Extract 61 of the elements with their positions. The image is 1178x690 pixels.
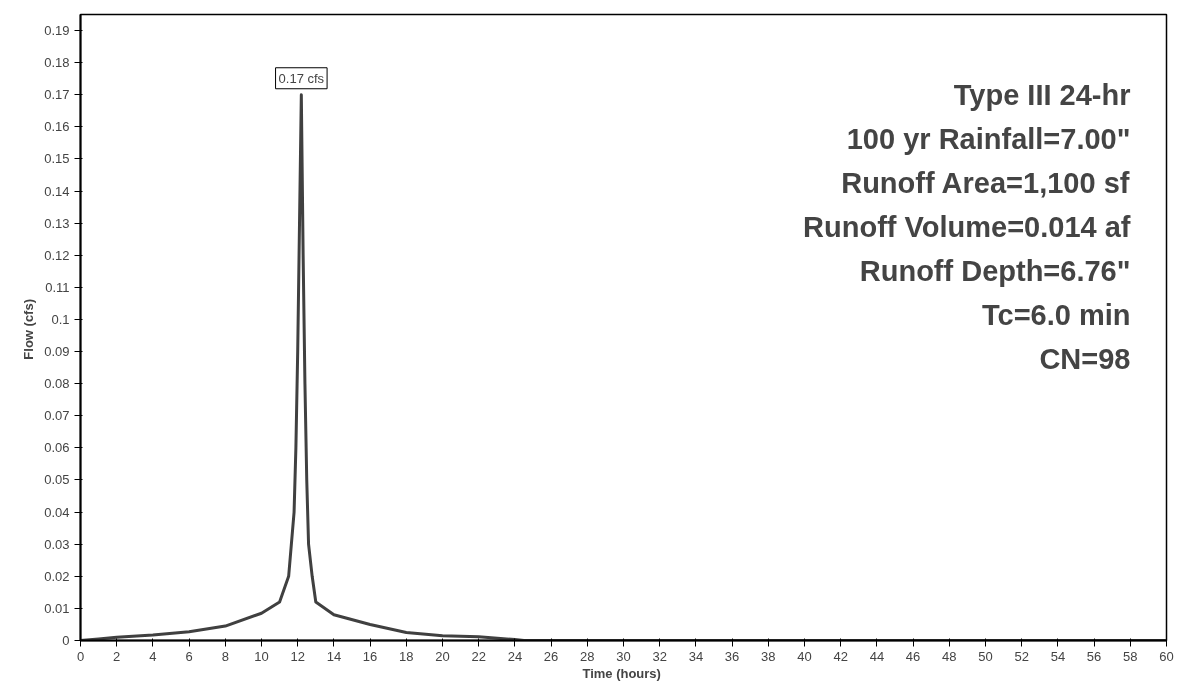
x-tick-label: 20 xyxy=(435,648,450,664)
x-tick-label: 34 xyxy=(688,648,704,664)
y-tick-label: 0.09 xyxy=(44,344,70,360)
y-tick-label: 0.12 xyxy=(44,247,70,263)
y-tick-label: 0.06 xyxy=(44,440,70,456)
x-tick-label: 28 xyxy=(580,648,595,664)
y-tick-label: 0.18 xyxy=(44,55,70,71)
x-tick-label: 12 xyxy=(290,648,305,664)
annotation: CN=98 xyxy=(1039,342,1131,375)
x-tick-label: 6 xyxy=(185,648,193,664)
x-tick-label: 36 xyxy=(724,648,740,664)
x-tick-label: 60 xyxy=(1159,648,1174,664)
y-tick-label: 0.13 xyxy=(44,215,70,231)
y-tick-label: 0.16 xyxy=(44,119,70,135)
y-tick-label: 0.14 xyxy=(44,183,70,199)
x-tick-label: 16 xyxy=(362,648,378,664)
x-tick-label: 8 xyxy=(221,648,229,664)
x-tick-label: 52 xyxy=(1014,648,1029,664)
x-tick-label: 26 xyxy=(543,648,559,664)
y-tick-label: 0.01 xyxy=(44,600,70,616)
y-tick-label: 0.04 xyxy=(44,504,70,520)
x-tick-label: 48 xyxy=(942,648,957,664)
x-tick-label: 22 xyxy=(471,648,486,664)
y-tick-label: 0.15 xyxy=(44,151,70,167)
annotation: 0.17 cfs xyxy=(278,70,325,86)
x-tick-label: 32 xyxy=(652,648,667,664)
x-tick-label: 30 xyxy=(616,648,631,664)
x-tick-label: 24 xyxy=(507,648,523,664)
x-tick-label: 2 xyxy=(113,648,121,664)
y-tick-label: 0.05 xyxy=(44,472,70,488)
x-tick-label: 0 xyxy=(76,648,85,664)
y-tick-label: 0.03 xyxy=(44,536,70,552)
x-tick-label: 38 xyxy=(761,648,776,664)
x-tick-label: 44 xyxy=(869,648,885,664)
y-tick-label: 0.17 xyxy=(44,87,70,103)
y-axis-title: Flow (cfs) xyxy=(21,298,37,360)
x-tick-label: 54 xyxy=(1050,648,1066,664)
x-tick-label: 58 xyxy=(1123,648,1138,664)
annotation: Runoff Area=1,100 sf xyxy=(841,166,1130,199)
x-tick-label: 42 xyxy=(833,648,848,664)
annotation: Type III 24-hr xyxy=(953,78,1131,111)
annotation: Tc=6.0 min xyxy=(981,298,1131,331)
y-tick-label: 0.02 xyxy=(44,568,70,584)
x-tick-label: 40 xyxy=(797,648,812,664)
y-tick-label: 0.19 xyxy=(44,23,70,39)
annotation: 100 yr Rainfall=7.00" xyxy=(846,122,1131,155)
x-tick-label: 18 xyxy=(399,648,414,664)
x-tick-label: 46 xyxy=(905,648,921,664)
annotation: Runoff Depth=6.76" xyxy=(859,254,1131,287)
x-axis-title: Time (hours) xyxy=(582,665,661,681)
x-tick-label: 56 xyxy=(1086,648,1102,664)
x-tick-label: 50 xyxy=(978,648,993,664)
y-tick-label: 0.11 xyxy=(45,279,70,295)
y-tick-label: 0.08 xyxy=(44,376,70,392)
x-tick-label: 14 xyxy=(326,648,342,664)
y-tick-label: 0 xyxy=(62,633,70,648)
y-tick-label: 0.07 xyxy=(44,408,70,424)
y-tick-label: 0.1 xyxy=(51,311,70,327)
x-tick-label: 10 xyxy=(254,648,269,664)
annotation: Runoff Volume=0.014 af xyxy=(803,210,1131,243)
x-tick-label: 4 xyxy=(149,648,157,664)
